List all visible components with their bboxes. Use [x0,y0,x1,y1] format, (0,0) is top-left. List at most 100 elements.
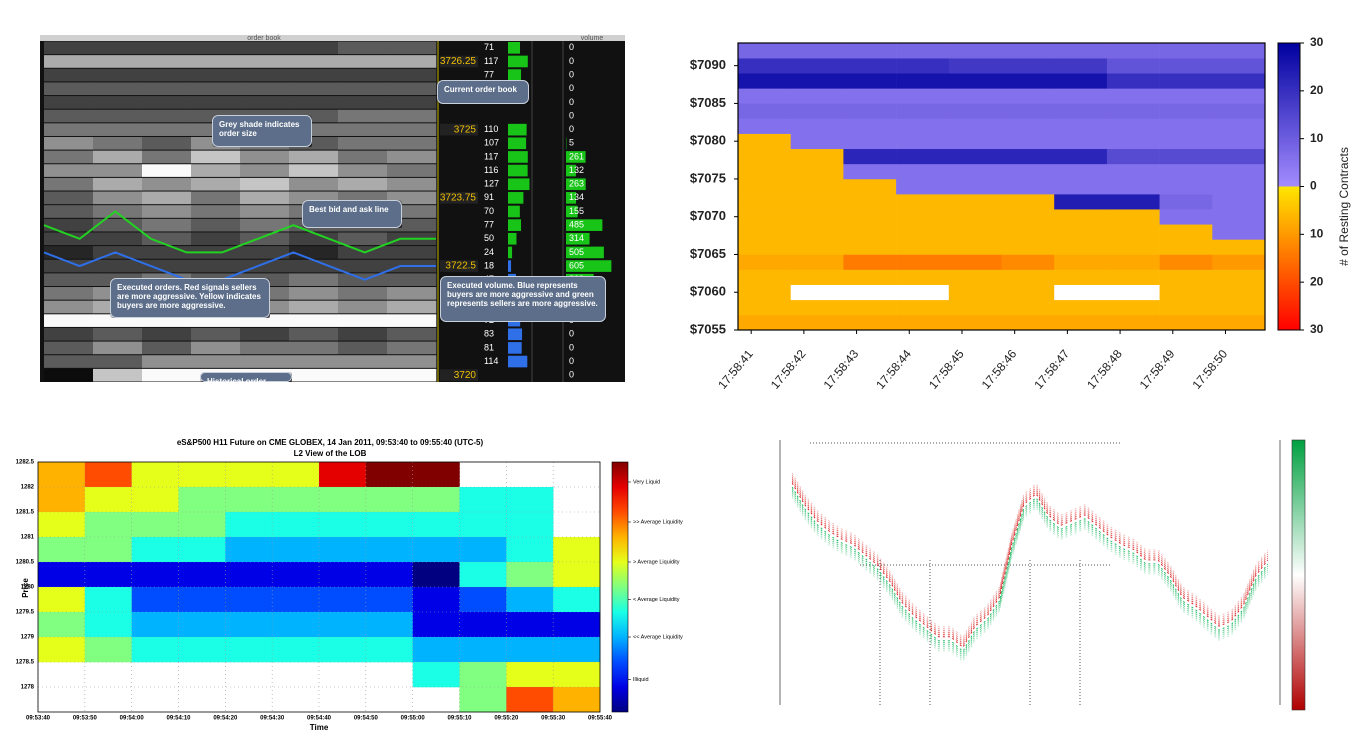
heat-cell [738,224,791,240]
heat-cell [131,462,179,488]
order-count-bar [508,178,530,191]
heat-cell [1159,299,1213,316]
order-size-cell [44,41,94,55]
order-size-cell [191,232,241,246]
heat-cell [178,462,226,488]
heat-cell [896,118,950,134]
order-count: 24 [484,247,494,257]
order-size-cell [142,177,192,191]
heat-cell [790,118,844,134]
order-count: 18 [484,260,494,270]
heat-cell [896,163,950,180]
heat-cell [1054,254,1108,270]
x-tick-label: 09:54:00 [120,716,145,722]
heat-cell [38,512,86,538]
heat-cell [790,254,844,270]
order-size-cell [44,123,94,136]
order-size-cell [93,96,143,109]
heat-cell [790,163,844,180]
price-label: 3722.5 [445,261,476,272]
heat-cell [843,269,897,285]
order-size-cell [240,327,290,341]
heat-cell [1054,299,1108,316]
heat-cell [178,562,226,588]
order-count-bar [508,164,528,177]
heat-cell [843,148,897,165]
order-size-cell [338,232,388,246]
heat-cell [365,612,413,638]
colorbar-label: # of Resting Contracts [1337,147,1351,266]
heat-cell [843,284,897,301]
heat-cell [38,462,86,488]
order-size-cell [338,109,388,123]
heat-cell [365,462,413,488]
colorbar-tick-label: 10 [1310,131,1324,145]
heat-cell [948,299,1002,316]
order-count: 127 [484,179,499,189]
heat-cell [1054,178,1108,195]
heat-cell [38,612,86,638]
heat-cell [506,562,554,588]
order-size-cell [289,341,339,355]
heat-cell [1159,224,1213,240]
volume-label: 155 [569,206,584,216]
heat-cell [843,163,897,180]
heat-cell [896,314,950,331]
order-count: 110 [484,124,498,134]
order-size-cell [93,55,143,68]
order-size-cell [338,41,388,55]
y-tick-label: 1280 [21,585,35,591]
heat-cell [1159,239,1213,255]
heat-cell [1001,284,1055,301]
heat-cell [738,103,791,119]
y-tick-label: $7080 [690,133,726,148]
order-size-cell [338,150,388,164]
order-size-cell [93,355,143,368]
heat-cell [1159,163,1213,180]
order-size-cell [44,327,94,341]
order-size-cell [387,150,437,164]
order-size-cell [44,150,94,164]
heat-cell [506,537,554,563]
heat-cell [790,269,844,285]
heat-cell [412,512,460,538]
heat-cell [131,512,179,538]
heat-cell [948,103,1002,119]
heat-cell [1106,224,1160,240]
depth-band-below [791,494,1269,661]
volume-bar [566,205,578,218]
heat-cell [896,284,950,301]
heat-cell [1001,254,1055,270]
order-size-cell [289,246,339,259]
x-tick-label: 09:54:20 [213,716,238,722]
volume-label: 314 [569,233,584,243]
heat-cell [272,587,320,613]
order-count: 117 [484,56,498,66]
heat-cell [1001,58,1055,74]
heat-cell [1054,148,1108,165]
heat-cell [1212,269,1266,285]
order-size-cell [338,82,388,96]
order-size-cell [44,164,94,177]
heat-cell [1106,314,1160,331]
colorbar-tick-label: Very Liquid [633,479,660,485]
heat-cell [790,194,844,210]
depth-band-above [791,480,1269,647]
order-size-cell [240,150,290,164]
order-size-cell [338,327,388,341]
price-label-bg [440,369,478,381]
heat-cell [790,314,844,331]
order-size-cell [191,96,241,109]
colorbar-tick-label: 20 [1310,274,1324,288]
y-tick-label: 1279 [21,635,35,641]
heat-cell [1106,58,1160,74]
heat-cell [1212,163,1266,180]
volume-label: 132 [569,165,584,175]
heat-cell [1159,284,1213,301]
colorbar-tick-label: 30 [1310,35,1324,49]
order-size-cell [289,164,339,177]
order-size-cell [142,68,192,82]
header: volume [581,35,604,42]
heat-cell [225,587,273,613]
volume-bar [566,178,586,191]
